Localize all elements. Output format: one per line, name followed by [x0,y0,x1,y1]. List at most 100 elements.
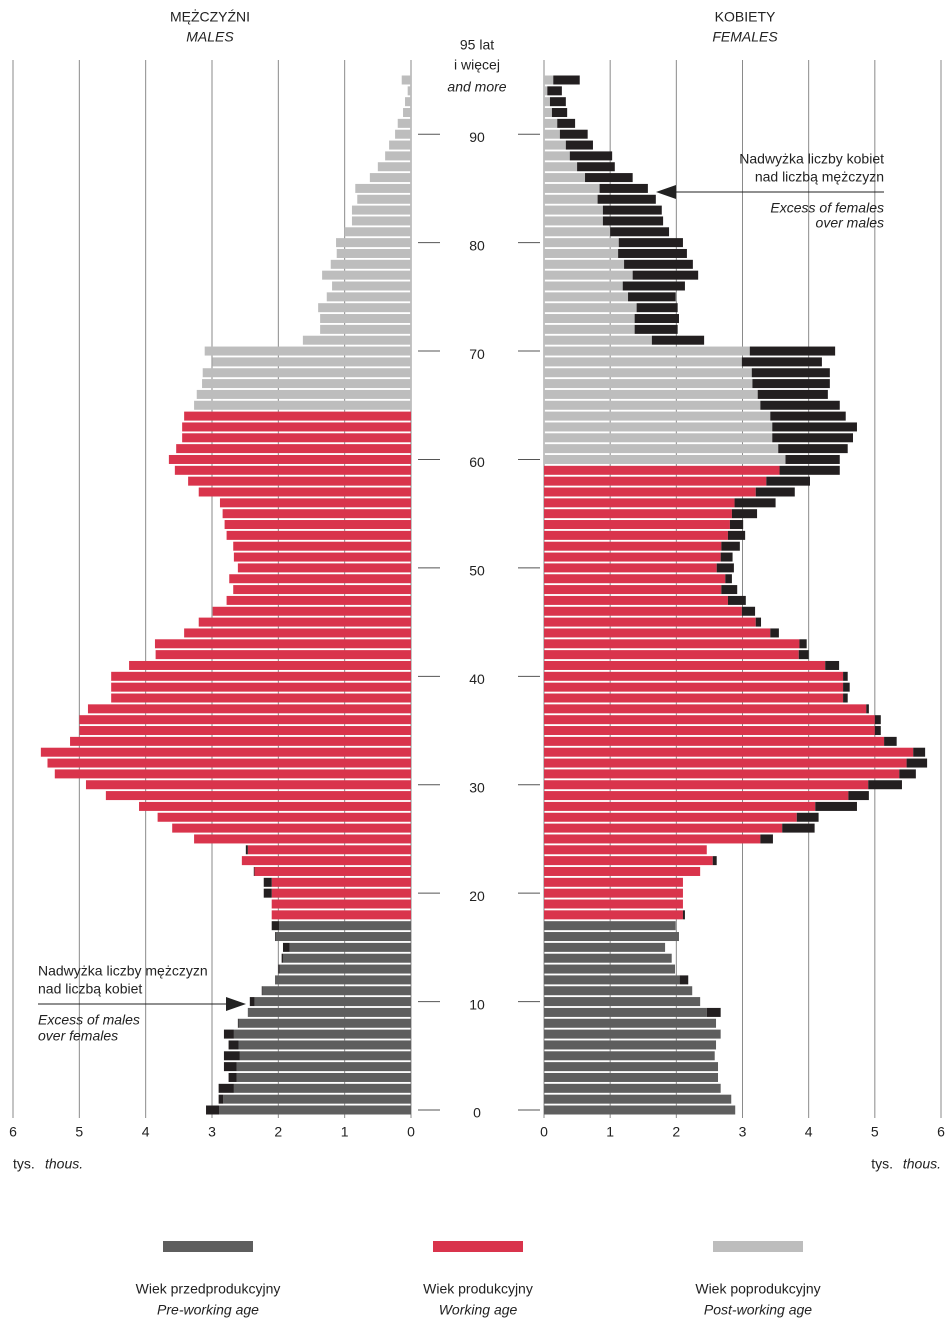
males-title-en: MALES [186,29,234,45]
x-tick-label: 6 [9,1124,17,1140]
y-tick-label: 50 [469,563,485,579]
female-excess [778,444,848,454]
male-bar [176,444,411,454]
male-bar [254,866,411,876]
female-excess [843,693,848,703]
female-excess [772,422,857,432]
female-bar [544,953,672,963]
male-bar [282,953,411,963]
male-bar [198,487,411,497]
female-excess [634,324,678,334]
female-excess [815,801,857,811]
legend-label-en: Pre-working age [157,1302,259,1318]
male-bar [223,1094,411,1104]
x-tick-label: 4 [142,1124,150,1140]
female-excess [634,314,679,324]
female-excess [602,216,664,226]
male-bar [47,758,411,768]
female-excess [884,736,897,746]
male-bar [129,660,412,670]
male-bar [204,346,411,356]
male-bar [401,75,411,85]
female-excess [825,660,840,670]
male-bar [182,422,411,432]
female-bar [544,183,600,193]
female-excess [727,530,746,540]
male-excess [228,1040,239,1050]
male-bar [182,433,411,443]
female-bar [544,270,633,280]
male-bar [330,259,411,269]
male-bar [369,173,411,183]
female-excess [874,726,881,736]
arrow-head [226,997,246,1011]
female-bar [544,888,683,898]
male-bar [271,899,411,909]
female-bar [544,1051,715,1061]
male-bar [79,726,411,736]
female-bar [544,303,637,313]
female-bar [544,574,726,584]
male-bar [194,834,411,844]
female-bar [544,866,701,876]
female-bar [544,108,552,118]
female-annotation: Nadwyżka liczby kobiet nad liczbą mężczy… [656,151,884,231]
female-bar [544,357,742,367]
x-tick-label: 6 [937,1124,945,1140]
male-bar [229,574,411,584]
female-excess [720,552,733,562]
male-bar [188,476,411,486]
female-excess [906,758,928,768]
male-bar [219,1105,411,1115]
male-bar [336,248,411,258]
female-excess [565,140,593,150]
x-tick-label: 1 [606,1124,614,1140]
male-excess [223,1051,240,1061]
female-bar [544,140,566,150]
male-bar [85,780,411,790]
male-bar [222,509,411,519]
male-bar [336,238,411,248]
male-bar [236,1062,411,1072]
males-title: MĘŻCZYŹNI [170,8,250,25]
male-bar [212,357,411,367]
female-bar [544,650,799,660]
x-tick-label: 3 [739,1124,747,1140]
female-excess [785,454,840,464]
female-bar [544,660,826,670]
female-excess [628,292,676,302]
female-excess [913,747,926,757]
female-excess [712,856,717,866]
male-bar [238,1040,411,1050]
male-bar [289,942,411,952]
male-bar [405,97,411,107]
unit-label: tys. [871,1156,893,1172]
male-excess [282,942,290,952]
male-bar [226,530,411,540]
male-bar [154,639,411,649]
female-excess [798,650,809,660]
male-bar [320,314,411,324]
female-bar [544,400,761,410]
female-bar [544,801,816,811]
female-bar [544,791,849,801]
male-bar [241,856,411,866]
female-bar [544,422,773,432]
male-bar [238,1018,411,1028]
female-bar [544,585,722,595]
male-bar [212,606,411,616]
male-bar [233,1083,411,1093]
female-bar [544,292,629,302]
male-bar [233,552,411,562]
male-excess [237,1018,239,1028]
female-bar [544,118,558,128]
female-excess [770,411,846,421]
male-bar [54,769,411,779]
male-bar [233,585,411,595]
female-excess [557,118,576,128]
female-bar [544,997,701,1007]
female-bar [544,606,742,616]
y-tick-label: 70 [469,346,485,362]
female-excess [848,791,869,801]
female-excess [577,162,615,172]
